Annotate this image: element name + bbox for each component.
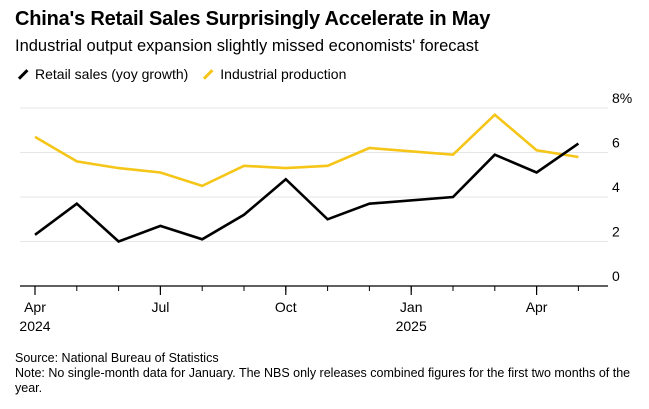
x-tick-label-2024-07: Jul: [151, 299, 169, 315]
series-line-industrial-production: [34, 112, 579, 188]
chart-title: China's Retail Sales Surprisingly Accele…: [15, 8, 491, 30]
y-tick-label-0: 0: [612, 268, 620, 284]
chart-subtitle: Industrial output expansion slightly mis…: [15, 37, 479, 55]
legend-item-industrial-production: Industrial production: [200, 66, 346, 82]
legend-label-industrial-production: Industrial production: [220, 66, 347, 82]
x-tick-label-2024-04: Apr: [24, 299, 46, 315]
x-tick-year-2024-04: 2024: [19, 318, 50, 334]
source-note: Source: National Bureau of Statistics: [15, 351, 219, 365]
footer: Source: National Bureau of Statistics No…: [15, 351, 640, 396]
y-tick-label-6: 6: [612, 135, 620, 151]
y-tick-label-2: 2: [612, 224, 620, 240]
legend-label-retail-sales: Retail sales (yoy growth): [35, 66, 189, 82]
footnote: Note: No single-month data for January. …: [15, 366, 631, 395]
x-tick-label-2025-01: Jan: [400, 299, 423, 315]
x-tick-label-2025-04: Apr: [526, 299, 548, 315]
legend: Retail sales (yoy growth) Industrial pro…: [15, 66, 358, 82]
legend-item-retail-sales: Retail sales (yoy growth): [15, 66, 188, 82]
series-line-retail-sales-yoy-growth: [34, 142, 580, 243]
x-tick-year-2025-01: 2025: [396, 318, 427, 334]
y-tick-label-8: 8%: [612, 90, 632, 106]
y-tick-label-4: 4: [612, 179, 620, 195]
x-tick-label-2024-10: Oct: [275, 299, 297, 315]
